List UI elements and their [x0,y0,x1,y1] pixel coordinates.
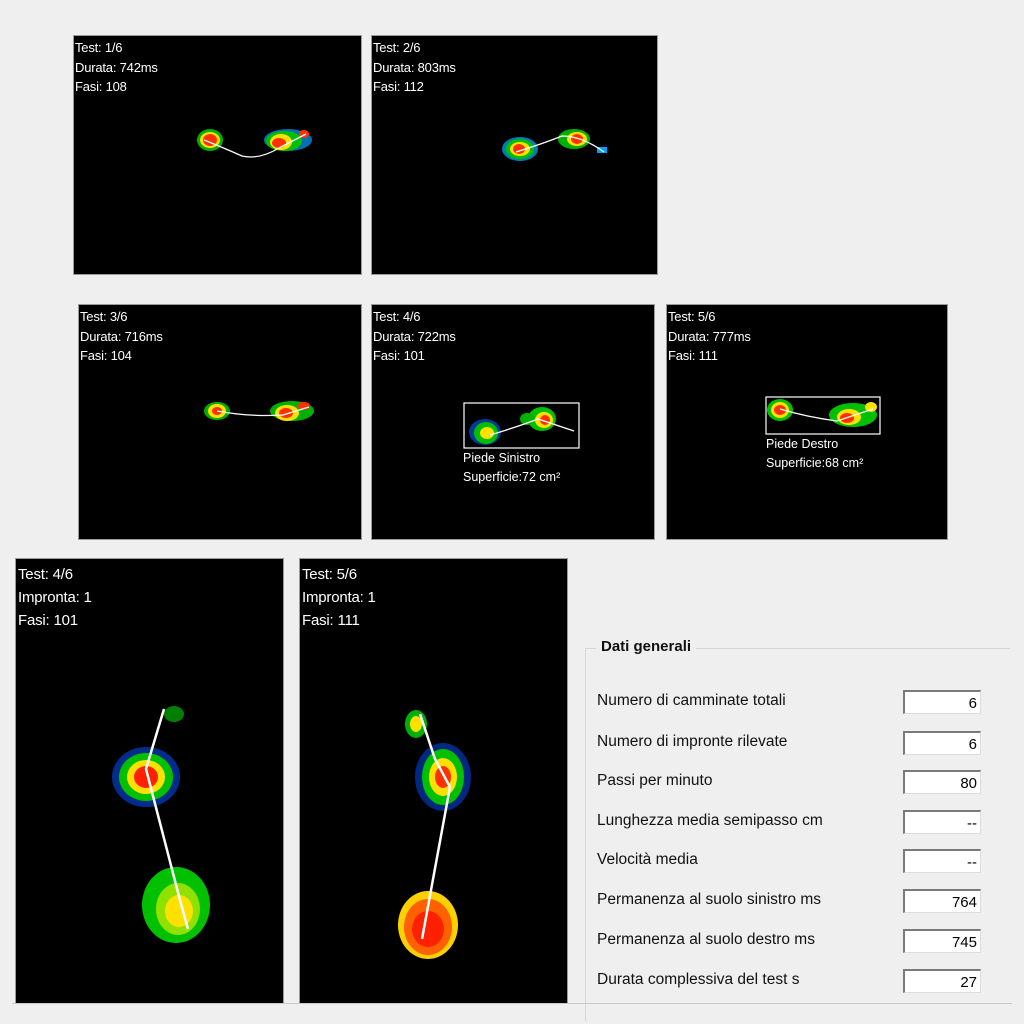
footprint-impronta: Impronta: 1 [302,589,376,606]
roi-name: Piede Destro [766,437,839,451]
footprint-test: Test: 5/6 [302,566,357,583]
test-duration: Durata: 722ms [373,328,456,344]
heel-region [142,867,210,943]
test-number: Test: 1/6 [75,40,123,55]
roi-area: Superficie:72 cm² [463,470,561,484]
pressure-map [502,129,607,161]
test-info: Test: 1/6 Durata: 742ms Fasi: 108 [75,38,158,97]
test-number: Test: 3/6 [80,309,128,324]
trajectory-line [216,406,310,417]
roi-area: Superficie:68 cm² [766,456,864,470]
row-average-speed: Velocità media -- [597,849,987,875]
test-panel-2[interactable]: Test: 2/6 Durata: 803ms Fasi: 112 [371,35,658,275]
footprint-pressure-map [112,706,210,943]
right-foot-blob [829,402,877,427]
pressure-map [765,396,881,435]
footprint-test: Test: 4/6 [18,566,73,583]
test-panel-5[interactable]: Test: 5/6 Durata: 777ms Fasi: 111 Piede … [666,304,948,540]
row-label: Passi per minuto [597,772,713,789]
test-info: Test: 3/6 Durata: 716ms Fasi: 104 [80,307,163,366]
test-phases: Fasi: 101 [373,348,425,363]
toe-region [164,706,184,722]
test-number: Test: 4/6 [373,309,421,324]
left-foot-blob [767,399,793,421]
roi-rectangle[interactable] [463,402,580,449]
right-forefoot-blob [264,129,312,151]
test-duration-field[interactable]: 27 [903,969,981,993]
row-footprints-detected: Numero di impronte rilevate 6 [597,731,987,757]
pressure-map [463,402,580,449]
row-label: Numero di camminate totali [597,692,786,709]
test-info: Test: 4/6 Durata: 722ms Fasi: 101 [373,307,456,366]
roi-label: Piede Sinistro Superficie:72 cm² [463,449,560,487]
test-panel-4[interactable]: Test: 4/6 Durata: 722ms Fasi: 101 Piede … [371,304,655,540]
trajectory-line [515,135,605,153]
row-label: Durata complessiva del test s [597,971,800,988]
general-data-title: Dati generali [596,638,697,655]
forefoot-region [415,743,471,811]
test-phases: Fasi: 111 [668,348,718,363]
steps-per-minute-field[interactable]: 80 [903,770,981,794]
test-phases: Fasi: 104 [80,348,132,363]
roi-label: Piede Destro Superficie:68 cm² [766,435,863,473]
footprint-phases: Fasi: 101 [18,612,78,629]
trajectory-line [779,408,874,422]
right-foot-blob [270,401,314,421]
left-foot-blob [469,419,501,445]
row-label: Numero di impronte rilevate [597,733,788,750]
test-phases: Fasi: 108 [75,79,127,94]
right-foot-blob [520,407,556,431]
row-half-step-length: Lunghezza media semipasso cm -- [597,810,987,836]
pressure-map [204,401,314,421]
roi-name: Piede Sinistro [463,451,541,465]
half-step-length-field[interactable]: -- [903,810,981,834]
test-duration: Durata: 803ms [373,59,456,75]
right-stance-field[interactable]: 745 [903,929,981,953]
row-left-stance: Permanenza al suolo sinistro ms 764 [597,889,987,915]
trajectory-line [203,133,307,158]
forefoot-region [112,747,180,807]
footprint-impronta: Impronta: 1 [18,589,92,606]
test-panel-1[interactable]: Test: 1/6 Durata: 742ms Fasi: 108 [73,35,362,275]
test-phases: Fasi: 112 [373,79,424,94]
row-label: Lunghezza media semipasso cm [597,812,823,829]
footprint-pressure-map [398,710,471,959]
center-of-pressure-line [144,708,190,930]
footprint-panel-1[interactable]: Test: 4/6 Impronta: 1 Fasi: 101 [15,558,284,1004]
heel-region [398,891,458,959]
test-info: Test: 2/6 Durata: 803ms Fasi: 112 [373,38,456,97]
left-foot-blob [502,137,538,161]
test-number: Test: 5/6 [668,309,716,324]
pressure-map [197,129,312,158]
footprint-panel-2[interactable]: Test: 5/6 Impronta: 1 Fasi: 111 [299,558,568,1004]
footprint-info: Test: 5/6 Impronta: 1 Fasi: 111 [302,563,376,632]
row-total-walks: Numero di camminate totali 6 [597,690,987,716]
row-label: Velocità media [597,851,698,868]
row-label: Permanenza al suolo sinistro ms [597,891,821,908]
test-info: Test: 5/6 Durata: 777ms Fasi: 111 [668,307,751,366]
total-walks-field[interactable]: 6 [903,690,981,714]
average-speed-field[interactable]: -- [903,849,981,873]
row-right-stance: Permanenza al suolo destro ms 745 [597,929,987,955]
footprint-phases: Fasi: 111 [302,612,360,629]
test-number: Test: 2/6 [373,40,421,55]
test-duration: Durata: 742ms [75,59,158,75]
left-stance-field[interactable]: 764 [903,889,981,913]
row-label: Permanenza al suolo destro ms [597,931,815,948]
test-duration: Durata: 716ms [80,328,163,344]
footprints-detected-field[interactable]: 6 [903,731,981,755]
center-of-pressure-line [418,713,452,940]
trajectory-line [489,418,575,436]
row-steps-per-minute: Passi per minuto 80 [597,770,987,796]
general-data-group [585,648,1010,1021]
left-heel-blob [197,129,223,151]
footprint-info: Test: 4/6 Impronta: 1 Fasi: 101 [18,563,92,632]
roi-rectangle[interactable] [765,396,881,435]
test-duration: Durata: 777ms [668,328,751,344]
row-test-duration: Durata complessiva del test s 27 [597,969,987,995]
test-panel-3[interactable]: Test: 3/6 Durata: 716ms Fasi: 104 [78,304,362,540]
divider [12,1003,1012,1004]
